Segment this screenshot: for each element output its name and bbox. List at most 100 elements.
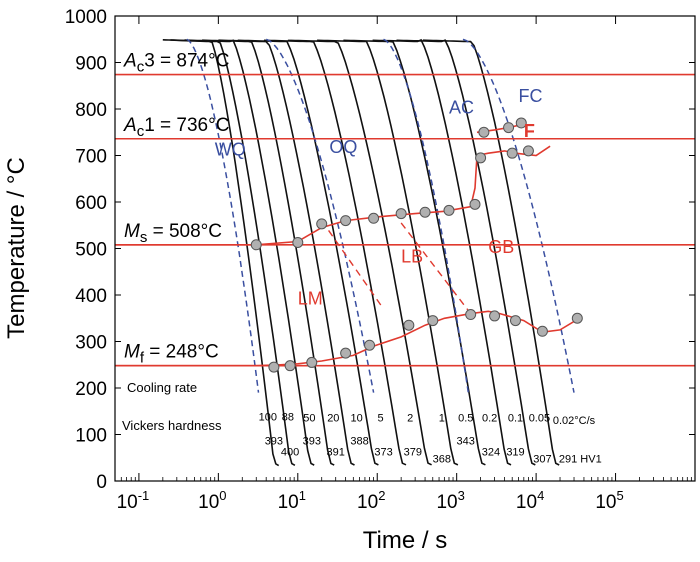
y-tick-label: 800 bbox=[75, 100, 107, 121]
hardness-value: 291 HV1 bbox=[559, 453, 602, 465]
cooling-rate-value: 0.5 bbox=[458, 412, 473, 424]
measurement-point bbox=[522, 145, 534, 157]
region-label: FC bbox=[518, 86, 542, 106]
cooling-rate-value: 10 bbox=[350, 412, 362, 424]
cooling-curve bbox=[170, 39, 296, 467]
x-tick-label: 105 bbox=[595, 488, 623, 513]
measurement-point bbox=[316, 218, 328, 230]
reference-cooling-curve bbox=[383, 38, 470, 393]
measurement-point bbox=[340, 215, 352, 227]
reference-cooling-curve bbox=[186, 38, 260, 393]
critical-temperature-label: Ac3 = 874°C bbox=[123, 51, 229, 76]
cooling-curve bbox=[396, 39, 536, 466]
measurement-point bbox=[403, 319, 415, 331]
cooling-rate-value: 50 bbox=[303, 412, 315, 424]
region-label: WQ bbox=[215, 140, 246, 160]
y-tick-label: 600 bbox=[75, 193, 107, 214]
cooling-curve bbox=[263, 39, 407, 466]
measurement-point bbox=[475, 152, 487, 164]
measurement-point bbox=[503, 122, 515, 134]
cooling-rate-value: 1 bbox=[439, 412, 445, 424]
y-axis-label: Temperature / °C bbox=[3, 157, 30, 339]
cooling-rate-value: 0.02°C/s bbox=[553, 415, 596, 427]
critical-temperature-label: Ms = 508°C bbox=[124, 221, 222, 246]
measurement-point bbox=[506, 147, 518, 159]
hardness-value: 388 bbox=[350, 436, 368, 448]
measurement-point bbox=[250, 239, 262, 251]
y-tick-label: 900 bbox=[75, 54, 107, 75]
region-label: AC bbox=[449, 98, 474, 118]
cooling-rate-value: 88 bbox=[282, 412, 294, 424]
measurement-point bbox=[465, 309, 477, 321]
hardness-value: 307 bbox=[533, 453, 551, 465]
data-markers bbox=[250, 117, 583, 373]
measurement-point bbox=[419, 206, 431, 218]
cooling-curve bbox=[202, 39, 335, 466]
y-tick-label: 400 bbox=[75, 286, 107, 307]
region-boundary-dashed bbox=[400, 222, 472, 315]
measurement-point bbox=[364, 339, 376, 351]
x-tick-label: 102 bbox=[357, 488, 385, 513]
measurement-point bbox=[268, 361, 280, 373]
hardness-value: 373 bbox=[374, 446, 392, 458]
cooling-curve bbox=[287, 39, 432, 466]
hardness-value: 400 bbox=[281, 446, 299, 458]
measurement-point bbox=[515, 117, 527, 129]
hardness-value: 343 bbox=[457, 436, 475, 448]
cooling-curve bbox=[372, 38, 512, 466]
cooling-curve bbox=[422, 39, 560, 466]
measurement-point bbox=[469, 198, 481, 210]
measurement-point bbox=[306, 356, 318, 368]
x-tick-label: 100 bbox=[198, 488, 226, 513]
region-boundary-dashed bbox=[321, 220, 385, 310]
measurement-point bbox=[340, 347, 352, 359]
y-tick-label: 100 bbox=[75, 426, 107, 447]
measurement-point bbox=[509, 315, 521, 327]
x-axis-label: Time / s bbox=[363, 527, 447, 554]
cooling-rate-value: 2 bbox=[407, 412, 413, 424]
measurement-point bbox=[395, 208, 407, 220]
measurement-point bbox=[427, 315, 439, 327]
cooling-curve bbox=[184, 39, 315, 466]
region-label: GB bbox=[488, 237, 514, 257]
hardness-value: 391 bbox=[327, 446, 345, 458]
critical-temperature-label: Mf = 248°C bbox=[124, 342, 219, 367]
hardness-value: 319 bbox=[506, 446, 524, 458]
region-label: OQ bbox=[329, 137, 357, 157]
hardness-value: 393 bbox=[265, 436, 283, 448]
critical-temperature-label: Ac1 = 736°C bbox=[123, 115, 229, 140]
y-tick-label: 300 bbox=[75, 333, 107, 354]
cooling-rate-title: Cooling rate bbox=[127, 380, 197, 395]
measurement-point bbox=[292, 236, 304, 248]
curves-layer bbox=[162, 38, 575, 467]
y-tick-label: 200 bbox=[75, 379, 107, 400]
measurement-point bbox=[368, 212, 380, 224]
chart-labels: 0 100 200 300 400 500 600 700 800 900 1000 10-1 100 1… bbox=[65, 7, 624, 513]
cooling-curve bbox=[317, 39, 459, 466]
reference-cooling-curve bbox=[462, 38, 575, 393]
measurement-point bbox=[443, 204, 455, 216]
hardness-value: 379 bbox=[404, 446, 422, 458]
y-tick-label: 500 bbox=[75, 240, 107, 261]
region-label: F bbox=[524, 121, 535, 141]
measurement-point bbox=[478, 126, 490, 138]
axis-ticks bbox=[115, 15, 695, 482]
hardness-value: 324 bbox=[482, 446, 500, 458]
cooling-rate-value: 100 bbox=[259, 412, 277, 424]
cooling-curve bbox=[237, 39, 379, 466]
hardness-value: 368 bbox=[433, 453, 451, 465]
x-tick-label: 103 bbox=[436, 488, 464, 513]
reference-cooling-curve bbox=[265, 38, 375, 393]
y-tick-label: 0 bbox=[96, 472, 107, 493]
measurement-point bbox=[489, 310, 501, 322]
cooling-rate-value: 5 bbox=[377, 412, 383, 424]
measurement-point bbox=[571, 312, 583, 324]
y-tick-label: 1000 bbox=[65, 7, 107, 28]
measurement-point bbox=[536, 325, 548, 337]
y-tick-label: 700 bbox=[75, 147, 107, 168]
x-tick-label: 104 bbox=[516, 488, 544, 513]
cooling-rate-value: 20 bbox=[327, 412, 339, 424]
region-label: LB bbox=[401, 246, 423, 266]
x-tick-label: 101 bbox=[278, 488, 306, 513]
